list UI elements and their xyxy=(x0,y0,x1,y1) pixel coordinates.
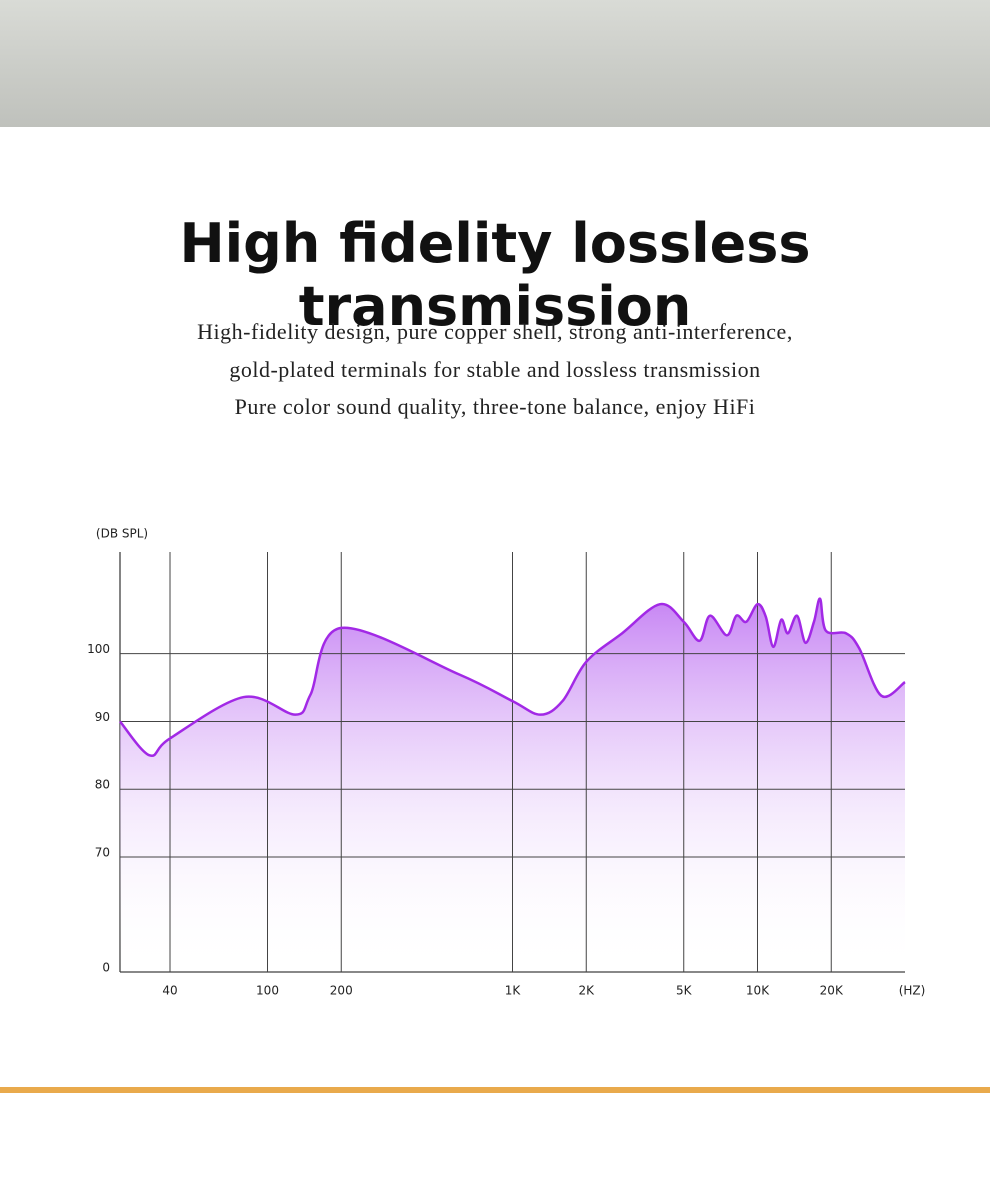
y-tick-label: 100 xyxy=(87,642,110,656)
description-line: Pure color sound quality, three-tone bal… xyxy=(234,394,756,419)
y-tick-label: 90 xyxy=(95,710,110,724)
y-tick-label: 70 xyxy=(95,846,110,860)
y-tick-label: 0 xyxy=(102,961,110,975)
x-tick-label: 100 xyxy=(256,984,279,998)
description-line: gold-plated terminals for stable and los… xyxy=(229,356,761,382)
product-photo-strip xyxy=(0,0,990,127)
x-tick-label: 10K xyxy=(746,984,770,998)
series-line xyxy=(119,597,906,758)
y-tick-label: 80 xyxy=(95,778,110,792)
description-line: High-fidelity design, pure copper shell,… xyxy=(197,319,793,344)
x-tick-label: 20K xyxy=(820,984,844,998)
description: High-fidelity design, pure copper shell,… xyxy=(0,313,990,426)
x-tick-label: 1K xyxy=(505,984,522,998)
chart: (DB SPL) (HZ) 0 70 80 90 100 40 100 200 1K 2K 5K 10… xyxy=(87,527,926,998)
x-tick-label: 2K xyxy=(578,984,595,998)
x-tick-label: 5K xyxy=(676,984,693,998)
x-tick-label: 40 xyxy=(162,984,177,998)
x-axis-label: (HZ) xyxy=(899,984,926,998)
x-tick-label: 200 xyxy=(330,984,353,998)
section-title: High fidelity lossless transmission xyxy=(179,212,811,338)
y-axis-label: (DB SPL) xyxy=(96,527,148,541)
divider xyxy=(0,1087,990,1093)
